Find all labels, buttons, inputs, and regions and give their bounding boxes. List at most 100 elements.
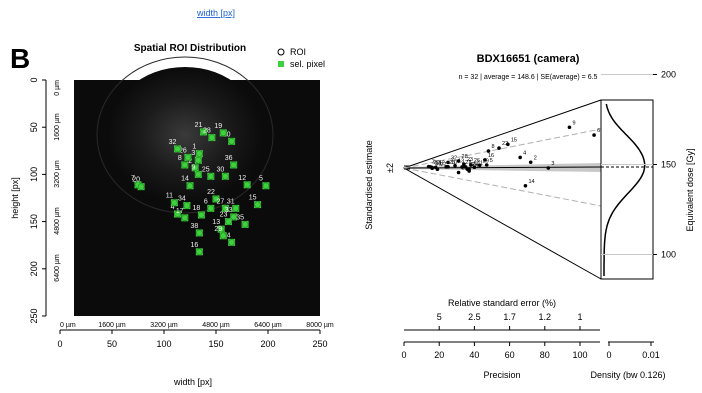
dose-point-label: 4 [523, 150, 526, 156]
roi-pixel [174, 210, 182, 218]
left-y-um-label: 0 µm [54, 80, 61, 96]
dose-point [444, 165, 449, 169]
dose-point-label: 14 [528, 179, 534, 185]
dose-point-label: 19 [470, 162, 476, 168]
roi-label: 19 [214, 123, 222, 130]
roi-marker [208, 134, 216, 141]
roi-marker [243, 181, 251, 189]
precision-tick-label: 100 [572, 350, 587, 360]
roi-marker [225, 218, 232, 225]
roi-label: 22 [207, 189, 215, 196]
roi-marker [196, 248, 203, 256]
roi-label: 20 [132, 177, 140, 184]
roi-image-glow [107, 67, 263, 203]
left-y-um-label: 1600 µm [54, 113, 61, 141]
roi-label: 15 [249, 195, 257, 202]
roi-label: 34 [178, 196, 186, 203]
dose-point-label: 17 [435, 160, 441, 166]
dose-point-label: 8 [491, 144, 494, 150]
dose-point [456, 159, 461, 163]
roi-pixel [195, 229, 203, 237]
density-ticks: 0 0.01 [606, 342, 660, 360]
roi-pixel [230, 213, 238, 221]
rse-axis-label: Relative standard error (%) [448, 298, 556, 308]
roi-pixel [228, 238, 236, 246]
roi-label: 5 [259, 176, 263, 183]
dose-point-label: 31 [462, 166, 468, 172]
y-marker-label: ±2 [385, 163, 395, 173]
roi-marker [230, 161, 237, 169]
roi-label: 31 [227, 198, 235, 205]
left-x-ticks: 0 50 100 150 200 250 [57, 330, 328, 349]
rse-tick-label: 1.2 [539, 312, 552, 322]
dose-point-label: 5 [490, 158, 493, 164]
dose-point [469, 163, 473, 167]
dose-point [435, 167, 440, 172]
precision-axis-label: Precision [483, 370, 520, 380]
dose-point [446, 160, 450, 165]
dose-axis-label: Equivalent dose [Gy] [685, 148, 695, 231]
roi-label: 13 [212, 219, 220, 226]
roi-marker [230, 213, 237, 221]
roi-marker [181, 161, 189, 169]
roi-marker [200, 128, 207, 136]
roi-label: 29 [214, 226, 222, 233]
left-y-ticks: 0 50 100 150 200 250 [29, 77, 46, 324]
roi-marker [219, 129, 227, 137]
roi-pixel [186, 182, 194, 190]
dose-point [462, 162, 466, 166]
left-y-um-label: 3200 µm [54, 160, 61, 188]
roi-pixel [212, 195, 220, 203]
roi-pixel [194, 170, 202, 178]
roi-pixel [195, 150, 203, 158]
roi-pixel [221, 172, 229, 180]
dose-tick-label: 150 [661, 159, 676, 169]
dose-point-label: 18 [472, 164, 478, 170]
roi-marker [186, 182, 194, 190]
roi-image-ring [96, 56, 274, 214]
left-x-um-label: 6400 µm [254, 322, 282, 329]
spatial-roi-chart: Spatial ROI Distribution ROI sel. pixel … [10, 43, 334, 387]
precision-ticks: 0 20 40 60 80 100 [401, 342, 588, 360]
left-x-um-label: 4800 µm [202, 322, 230, 329]
dose-point [430, 166, 434, 171]
dose-tick-label: 100 [661, 249, 676, 259]
roi-marker [228, 138, 235, 145]
roi-label: 38 [190, 223, 198, 230]
dose-point-label: 11 [477, 160, 483, 166]
roi-marker [228, 239, 235, 246]
left-x-tick-label: 250 [312, 339, 327, 349]
radial-plot-chart: BDX16651 (camera) n = 32 | average = 148… [364, 53, 695, 380]
roi-marker [198, 211, 205, 219]
dose-point-label: 29 [483, 158, 489, 164]
precision-tick-label: 60 [505, 350, 515, 360]
lower-2se-line [403, 167, 602, 207]
roi-label: 2 [188, 158, 192, 165]
roi-pixel [207, 204, 215, 212]
dose-point [472, 165, 477, 170]
dose-ticks: 100 150 200 [601, 69, 676, 259]
left-y-tick-label: 50 [29, 122, 39, 132]
roi-marker [174, 145, 181, 153]
dose-point [477, 163, 482, 168]
roi-label: 1 [192, 144, 196, 151]
dose-point [523, 184, 528, 188]
roi-marker [222, 205, 229, 212]
left-y-tick-label: 200 [29, 261, 39, 276]
dose-point-label: 28 [462, 154, 468, 160]
roi-label: 33 [225, 207, 233, 214]
density-curve [603, 103, 646, 276]
upper-2se-line [403, 128, 602, 169]
left-x-um-labels: 0 µm 1600 µm 3200 µm 4800 µm 6400 µm 8000 µm [60, 322, 334, 329]
dose-point [467, 167, 471, 172]
roi-pixel [232, 204, 240, 212]
left-x-um-label: 8000 µm [306, 322, 334, 329]
top-width-link[interactable]: width [px] [196, 8, 235, 18]
dose-point-label: 15 [511, 137, 517, 143]
dose-point-label: 6 [597, 128, 600, 134]
roi-pixel [219, 129, 227, 137]
dose-point [506, 142, 510, 147]
roi-marker [219, 232, 227, 240]
roi-pixel [137, 183, 145, 191]
